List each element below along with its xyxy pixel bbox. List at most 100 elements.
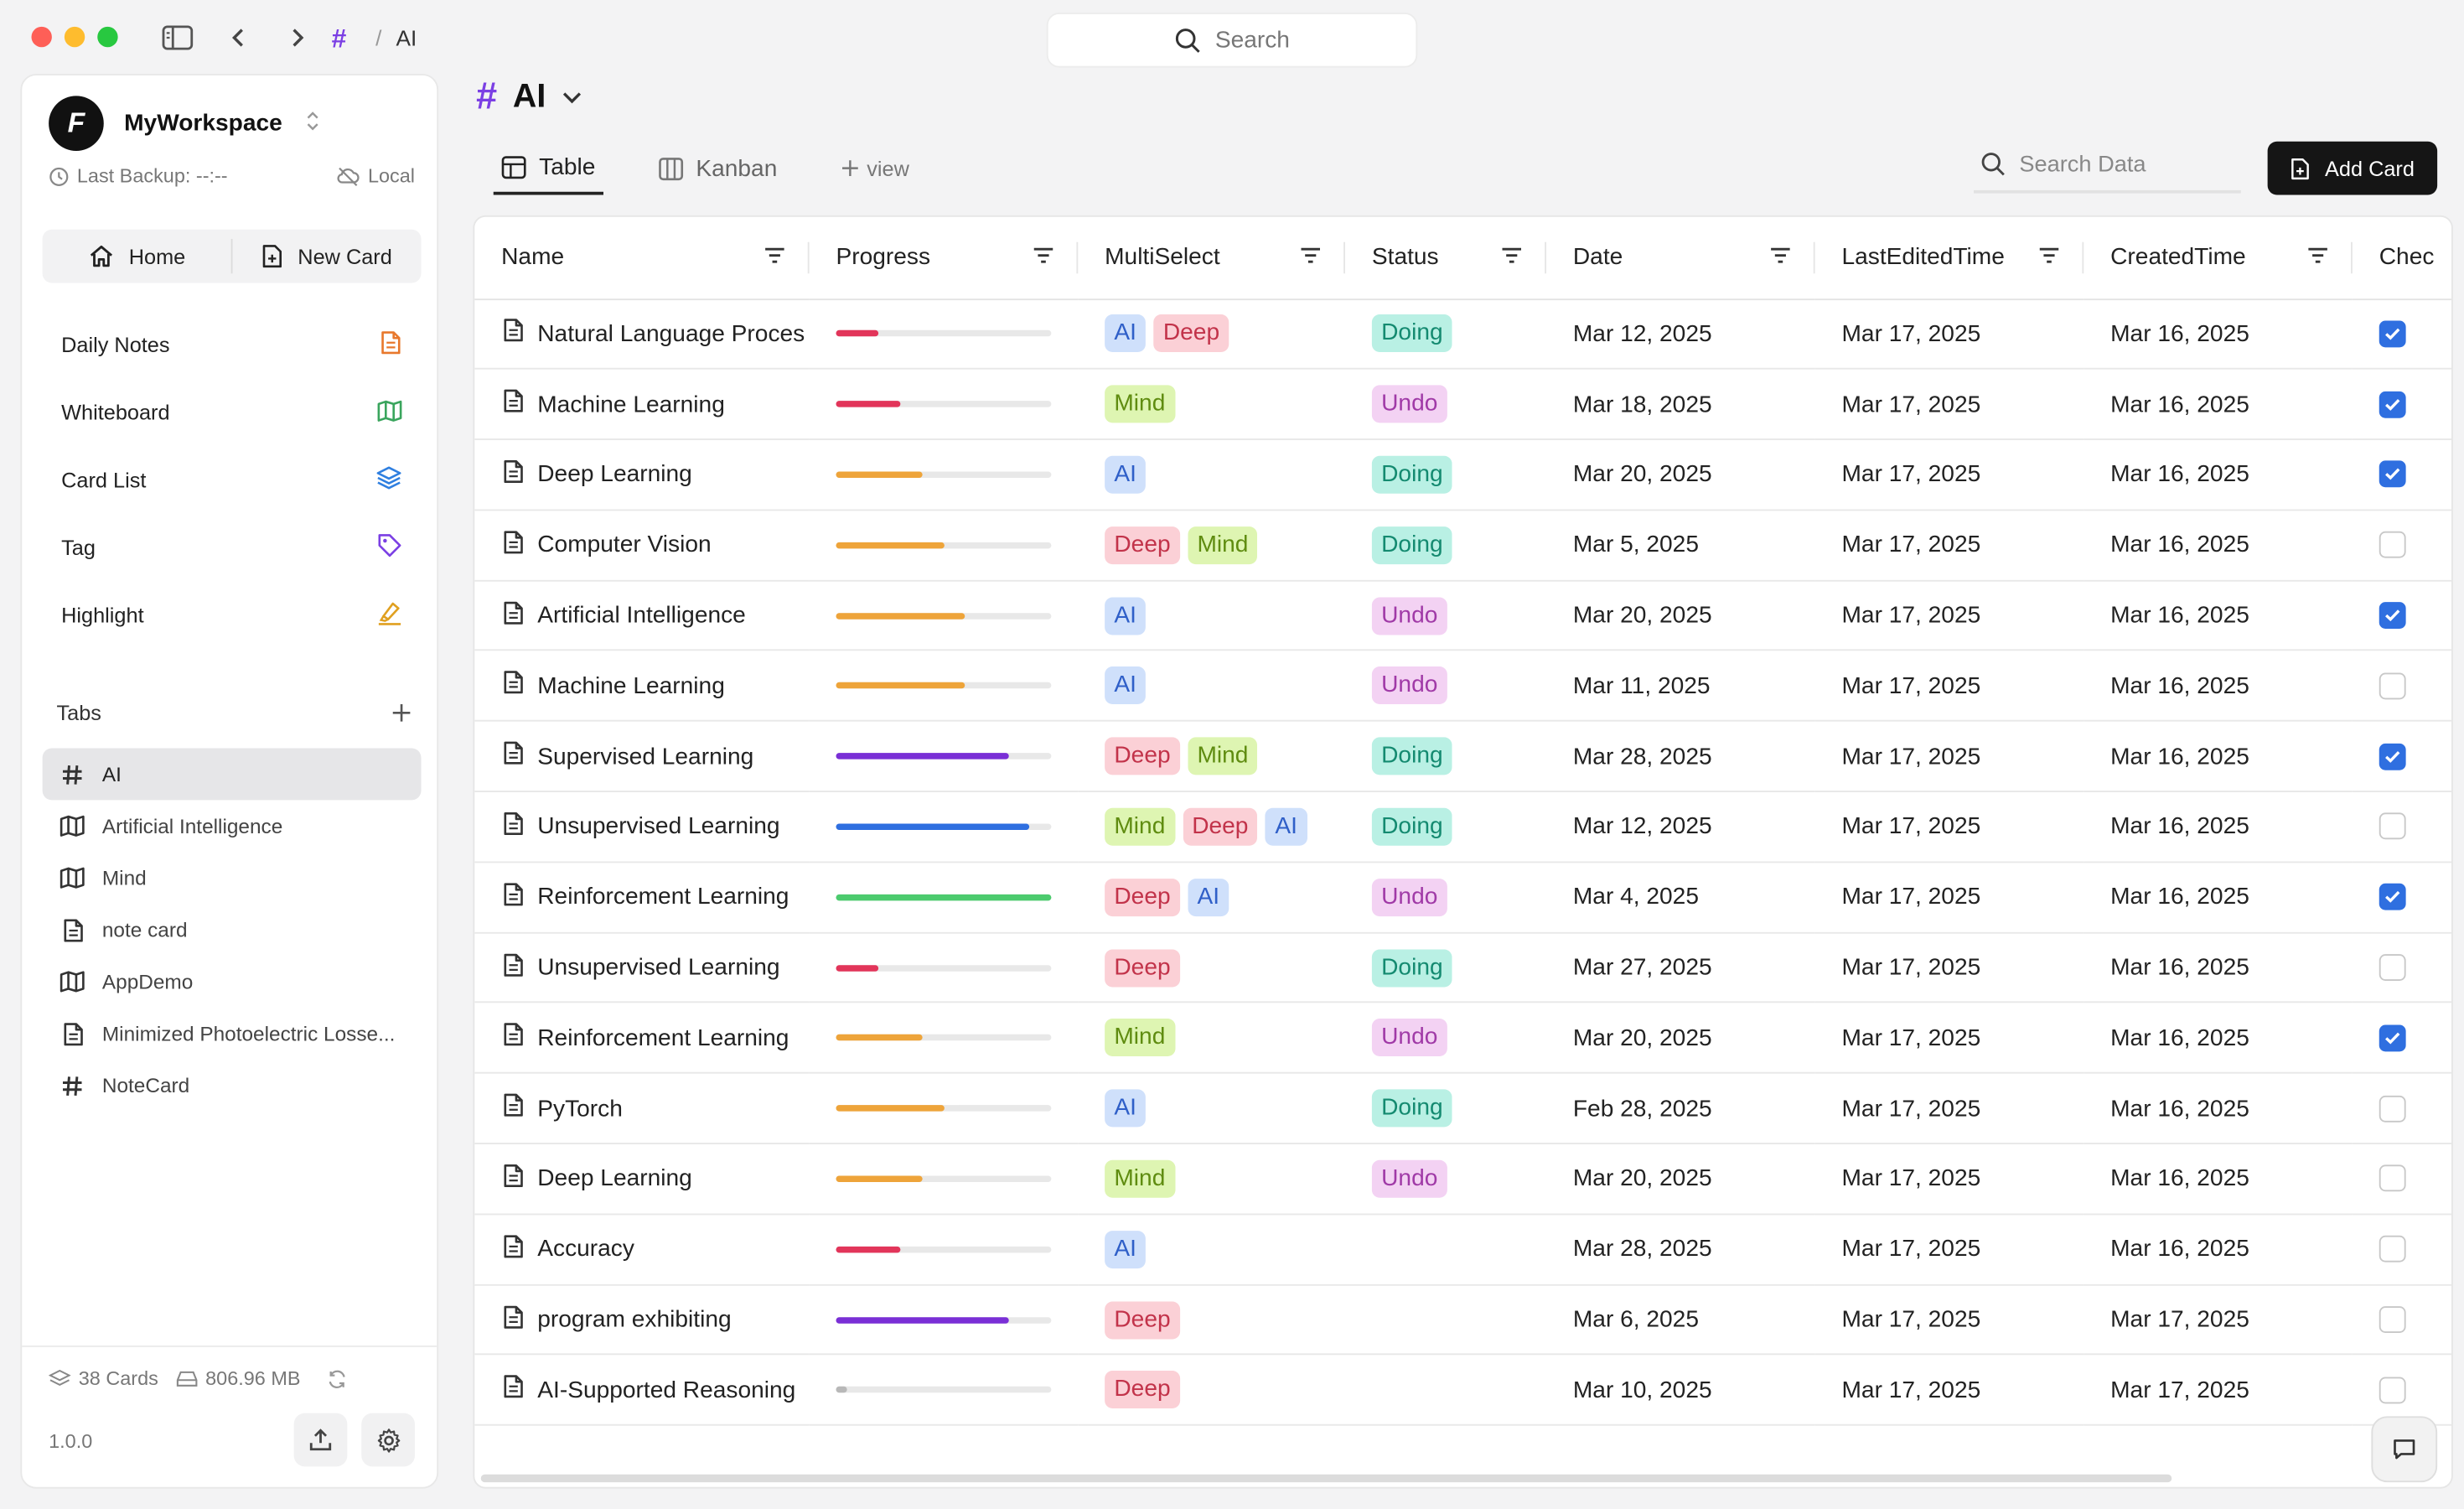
table-row[interactable]: Deep Learning AI Doing Mar 20, 2025 Mar 17, … bbox=[474, 439, 2451, 511]
multiselect-cell[interactable]: Deep bbox=[1078, 1284, 1345, 1356]
row-checkbox[interactable] bbox=[2379, 813, 2406, 841]
filter-icon[interactable] bbox=[764, 244, 785, 271]
tab-table[interactable]: Table bbox=[493, 142, 603, 195]
created-cell[interactable]: Mar 16, 2025 bbox=[2084, 439, 2353, 511]
date-cell[interactable]: Mar 10, 2025 bbox=[1546, 1355, 1815, 1427]
table-row[interactable]: program exhibiting Deep Mar 6, 2025 Mar 17,… bbox=[474, 1284, 2451, 1356]
column-header-name[interactable]: Name bbox=[474, 216, 810, 300]
forward-arrow-icon[interactable] bbox=[282, 22, 313, 54]
column-header-chec[interactable]: Chec bbox=[2352, 216, 2451, 300]
created-cell[interactable]: Mar 16, 2025 bbox=[2084, 862, 2353, 934]
last-edited-cell[interactable]: Mar 17, 2025 bbox=[1814, 439, 2084, 511]
name-cell[interactable]: program exhibiting bbox=[474, 1284, 810, 1356]
workspace-logo[interactable]: F bbox=[49, 96, 104, 151]
progress-cell[interactable] bbox=[809, 580, 1079, 652]
created-cell[interactable]: Mar 16, 2025 bbox=[2084, 580, 2353, 652]
name-cell[interactable]: Machine Learning bbox=[474, 369, 810, 441]
name-cell[interactable]: Machine Learning bbox=[474, 651, 810, 723]
filter-icon[interactable] bbox=[2038, 244, 2060, 271]
table-row[interactable]: Supervised Learning Deep Mind Doing Mar 28, … bbox=[474, 721, 2451, 793]
date-cell[interactable]: Mar 20, 2025 bbox=[1546, 439, 1815, 511]
status-cell[interactable]: Doing bbox=[1345, 298, 1546, 371]
date-cell[interactable]: Mar 27, 2025 bbox=[1546, 932, 1815, 1004]
status-cell[interactable]: Doing bbox=[1345, 510, 1546, 582]
name-cell[interactable]: Artificial Intelligence bbox=[474, 580, 810, 652]
nav-item-whiteboard[interactable]: Whiteboard bbox=[43, 379, 422, 447]
column-header-progress[interactable]: Progress bbox=[809, 216, 1079, 300]
multiselect-cell[interactable]: Mind Deep AI bbox=[1078, 791, 1345, 863]
multiselect-cell[interactable]: Deep Mind bbox=[1078, 721, 1345, 793]
global-search-button[interactable]: Search bbox=[1046, 13, 1418, 68]
chat-button[interactable] bbox=[2371, 1416, 2438, 1483]
nav-item-daily-notes[interactable]: Daily Notes bbox=[43, 311, 422, 379]
row-checkbox[interactable] bbox=[2379, 391, 2406, 418]
progress-cell[interactable] bbox=[809, 651, 1079, 723]
date-cell[interactable]: Mar 11, 2025 bbox=[1546, 651, 1815, 723]
progress-cell[interactable] bbox=[809, 1143, 1079, 1216]
row-checkbox[interactable] bbox=[2379, 672, 2406, 700]
back-arrow-icon[interactable] bbox=[223, 22, 255, 54]
name-cell[interactable]: AI-Supported Reasoning bbox=[474, 1355, 810, 1427]
table-row[interactable]: PyTorch AI Doing Feb 28, 2025 Mar 17, 2025 Ma… bbox=[474, 1073, 2451, 1145]
progress-cell[interactable] bbox=[809, 1355, 1079, 1427]
table-row[interactable]: Unsupervised Learning Mind Deep AI Doing Mar … bbox=[474, 791, 2451, 863]
last-edited-cell[interactable]: Mar 17, 2025 bbox=[1814, 580, 2084, 652]
nav-item-highlight[interactable]: Highlight bbox=[43, 582, 422, 650]
row-checkbox[interactable] bbox=[2379, 1095, 2406, 1123]
table-row[interactable]: Computer Vision Deep Mind Doing Mar 5, 2025 M… bbox=[474, 510, 2451, 582]
created-cell[interactable]: Mar 16, 2025 bbox=[2084, 369, 2353, 441]
last-edited-cell[interactable]: Mar 17, 2025 bbox=[1814, 1355, 2084, 1427]
home-button[interactable]: Home bbox=[43, 230, 231, 283]
last-edited-cell[interactable]: Mar 17, 2025 bbox=[1814, 651, 2084, 723]
progress-cell[interactable] bbox=[809, 791, 1079, 863]
date-cell[interactable]: Mar 5, 2025 bbox=[1546, 510, 1815, 582]
column-header-date[interactable]: Date bbox=[1546, 216, 1815, 300]
progress-cell[interactable] bbox=[809, 932, 1079, 1004]
last-edited-cell[interactable]: Mar 17, 2025 bbox=[1814, 721, 2084, 793]
created-cell[interactable]: Mar 16, 2025 bbox=[2084, 932, 2353, 1004]
status-cell[interactable]: Doing bbox=[1345, 439, 1546, 511]
created-cell[interactable]: Mar 16, 2025 bbox=[2084, 1214, 2353, 1286]
table-row[interactable]: Machine Learning AI Undo Mar 11, 2025 Mar 17… bbox=[474, 651, 2451, 723]
tab-item-minimized-photoelectric-losse[interactable]: Minimized Photoelectric Losse... bbox=[43, 1008, 422, 1060]
multiselect-cell[interactable]: Deep Mind bbox=[1078, 510, 1345, 582]
filter-icon[interactable] bbox=[1769, 244, 1791, 271]
multiselect-cell[interactable]: Mind bbox=[1078, 369, 1345, 441]
name-cell[interactable]: Unsupervised Learning bbox=[474, 932, 810, 1004]
table-row[interactable]: Artificial Intelligence AI Undo Mar 20, 202… bbox=[474, 580, 2451, 652]
last-edited-cell[interactable]: Mar 17, 2025 bbox=[1814, 1073, 2084, 1145]
progress-cell[interactable] bbox=[809, 439, 1079, 511]
status-cell[interactable]: Undo bbox=[1345, 862, 1546, 934]
chevron-down-icon[interactable] bbox=[562, 90, 583, 106]
filter-icon[interactable] bbox=[1300, 244, 1322, 271]
date-cell[interactable]: Mar 28, 2025 bbox=[1546, 1214, 1815, 1286]
last-edited-cell[interactable]: Mar 17, 2025 bbox=[1814, 1214, 2084, 1286]
tab-item-note-card[interactable]: note card bbox=[43, 904, 422, 956]
table-row[interactable]: Accuracy AI Mar 28, 2025 Mar 17, 2025 Mar 16… bbox=[474, 1214, 2451, 1286]
row-checkbox[interactable] bbox=[2379, 954, 2406, 982]
created-cell[interactable]: Mar 16, 2025 bbox=[2084, 1073, 2353, 1145]
multiselect-cell[interactable]: AI bbox=[1078, 1214, 1345, 1286]
progress-cell[interactable] bbox=[809, 862, 1079, 934]
created-cell[interactable]: Mar 16, 2025 bbox=[2084, 298, 2353, 371]
progress-cell[interactable] bbox=[809, 1003, 1079, 1075]
last-edited-cell[interactable]: Mar 17, 2025 bbox=[1814, 510, 2084, 582]
tab-kanban[interactable]: Kanban bbox=[650, 142, 785, 195]
search-data-input[interactable]: Search Data bbox=[1974, 138, 2241, 194]
table-row[interactable]: Unsupervised Learning Deep Doing Mar 27, 20… bbox=[474, 932, 2451, 1004]
row-checkbox[interactable] bbox=[2379, 1306, 2406, 1334]
status-cell[interactable]: Undo bbox=[1345, 580, 1546, 652]
sidebar-toggle-icon[interactable] bbox=[162, 22, 194, 54]
date-cell[interactable]: Mar 20, 2025 bbox=[1546, 1143, 1815, 1216]
created-cell[interactable]: Mar 16, 2025 bbox=[2084, 510, 2353, 582]
date-cell[interactable]: Mar 4, 2025 bbox=[1546, 862, 1815, 934]
last-edited-cell[interactable]: Mar 17, 2025 bbox=[1814, 1003, 2084, 1075]
row-checkbox[interactable] bbox=[2379, 602, 2406, 630]
refresh-icon[interactable] bbox=[327, 1368, 347, 1388]
status-cell[interactable] bbox=[1345, 1355, 1546, 1427]
multiselect-cell[interactable]: AI Deep bbox=[1078, 298, 1345, 371]
row-checkbox[interactable] bbox=[2379, 1024, 2406, 1052]
progress-cell[interactable] bbox=[809, 1073, 1079, 1145]
date-cell[interactable]: Mar 20, 2025 bbox=[1546, 1003, 1815, 1075]
name-cell[interactable]: Accuracy bbox=[474, 1214, 810, 1286]
